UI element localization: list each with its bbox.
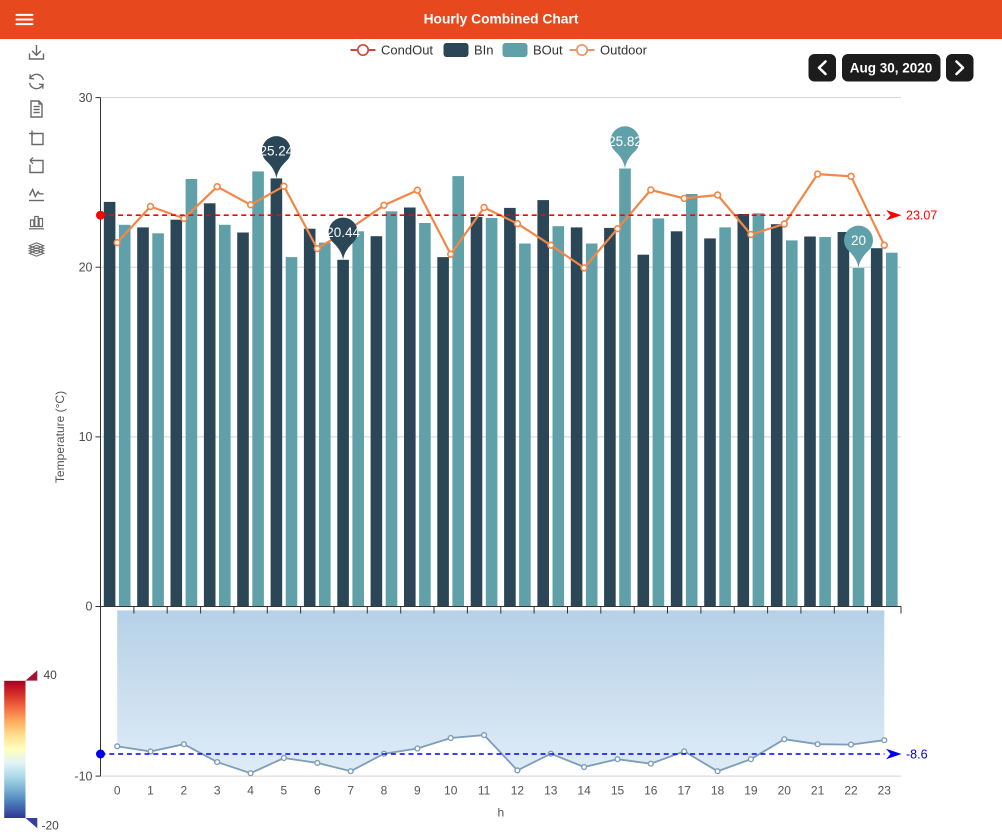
svg-text:Temperature (°C): Temperature (°C) [53, 391, 67, 483]
svg-text:8: 8 [381, 784, 388, 798]
svg-text:-10: -10 [74, 769, 92, 783]
svg-text:0: 0 [86, 600, 93, 614]
svg-text:15: 15 [611, 784, 625, 798]
svg-text:-20: -20 [42, 819, 60, 833]
svg-text:10: 10 [79, 430, 93, 444]
svg-text:-8.6: -8.6 [906, 747, 928, 761]
svg-text:10: 10 [444, 784, 458, 798]
svg-text:Hourly Combined Chart: Hourly Combined Chart [424, 11, 579, 26]
svg-text:3: 3 [214, 784, 221, 798]
svg-text:20: 20 [851, 233, 866, 248]
svg-text:4: 4 [247, 784, 254, 798]
svg-text:1: 1 [147, 784, 154, 798]
svg-text:17: 17 [678, 784, 692, 798]
svg-text:20.44: 20.44 [326, 225, 360, 240]
svg-text:18: 18 [711, 784, 725, 798]
svg-text:BOut: BOut [533, 43, 563, 58]
svg-text:22: 22 [844, 784, 858, 798]
svg-text:13: 13 [544, 784, 558, 798]
svg-text:12: 12 [511, 784, 525, 798]
svg-text:25.24: 25.24 [260, 144, 294, 159]
svg-text:CondOut: CondOut [381, 43, 433, 58]
svg-text:2: 2 [181, 784, 188, 798]
svg-text:16: 16 [644, 784, 658, 798]
svg-text:14: 14 [577, 784, 591, 798]
svg-text:23: 23 [878, 784, 892, 798]
svg-text:25.82: 25.82 [608, 134, 642, 149]
svg-text:h: h [497, 806, 504, 820]
svg-text:6: 6 [314, 784, 321, 798]
svg-text:9: 9 [414, 784, 421, 798]
svg-text:40: 40 [44, 668, 58, 682]
svg-text:5: 5 [281, 784, 288, 798]
svg-text:0: 0 [114, 784, 121, 798]
svg-text:11: 11 [478, 784, 491, 798]
svg-text:Aug 30, 2020: Aug 30, 2020 [850, 61, 933, 76]
svg-text:30: 30 [79, 91, 93, 105]
svg-text:19: 19 [744, 784, 758, 798]
svg-text:20: 20 [778, 784, 792, 798]
svg-text:7: 7 [347, 784, 354, 798]
svg-text:Outdoor: Outdoor [600, 43, 648, 58]
svg-text:BIn: BIn [474, 43, 494, 58]
svg-text:23.07: 23.07 [906, 209, 937, 223]
svg-text:21: 21 [811, 784, 825, 798]
svg-text:20: 20 [79, 260, 93, 274]
